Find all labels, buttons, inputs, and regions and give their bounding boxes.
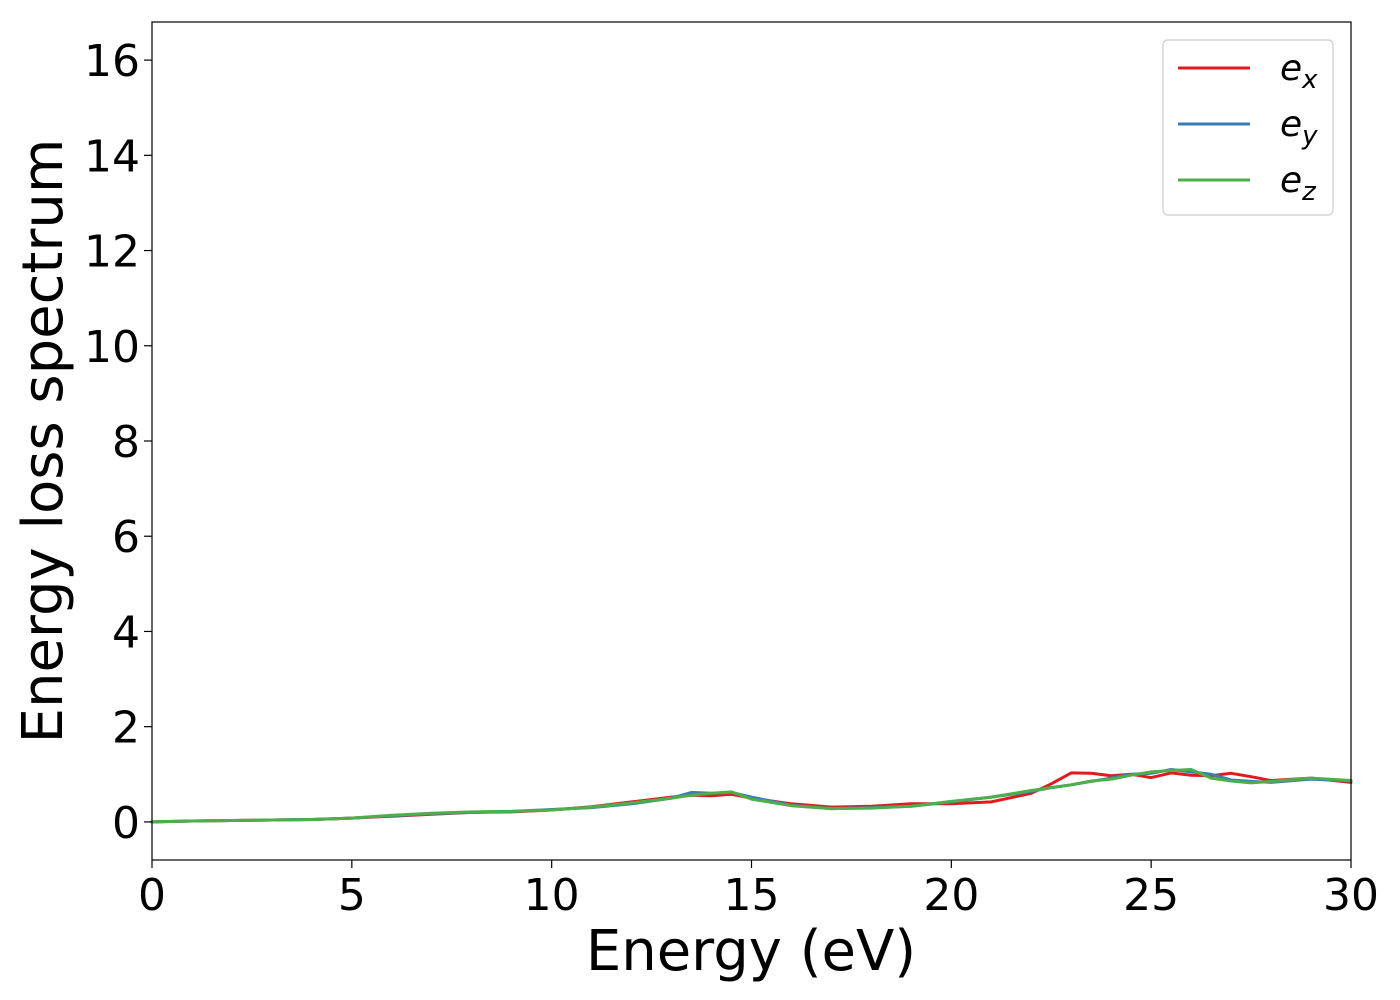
x-tick-label: 30 bbox=[1323, 870, 1379, 921]
y-tick-label: 12 bbox=[84, 227, 140, 278]
legend-label-z: ez bbox=[1280, 160, 1317, 207]
x-tick-label: 5 bbox=[338, 870, 366, 921]
y-tick-label: 10 bbox=[84, 322, 140, 373]
y-tick-label: 16 bbox=[84, 36, 140, 87]
x-tick-label: 15 bbox=[724, 870, 780, 921]
y-tick-label: 8 bbox=[112, 417, 140, 468]
y-tick-label: 4 bbox=[112, 607, 140, 658]
y-tick-label: 6 bbox=[112, 512, 140, 563]
y-tick-label: 0 bbox=[112, 798, 140, 849]
x-tick-label: 10 bbox=[524, 870, 580, 921]
x-axis-ticks: 0 5 10 15 20 25 30 bbox=[138, 860, 1379, 921]
legend-label-y: ey bbox=[1280, 104, 1318, 151]
x-tick-label: 20 bbox=[923, 870, 979, 921]
legend-box bbox=[1162, 39, 1334, 216]
y-tick-label: 2 bbox=[112, 703, 140, 754]
x-axis-label: Energy (eV) bbox=[586, 919, 916, 984]
series-line-e-z bbox=[150, 768, 1353, 824]
x-tick-label: 0 bbox=[138, 870, 166, 921]
legend: ex ey ez bbox=[1162, 39, 1334, 216]
y-axis-ticks: 0 2 4 6 8 10 12 14 16 bbox=[84, 36, 152, 849]
x-tick-label: 25 bbox=[1123, 870, 1179, 921]
legend-label-x: ex bbox=[1280, 48, 1318, 95]
plot-lines bbox=[150, 768, 1353, 824]
y-tick-label: 14 bbox=[84, 131, 140, 182]
y-axis-label: Energy loss spectrum bbox=[11, 139, 76, 744]
